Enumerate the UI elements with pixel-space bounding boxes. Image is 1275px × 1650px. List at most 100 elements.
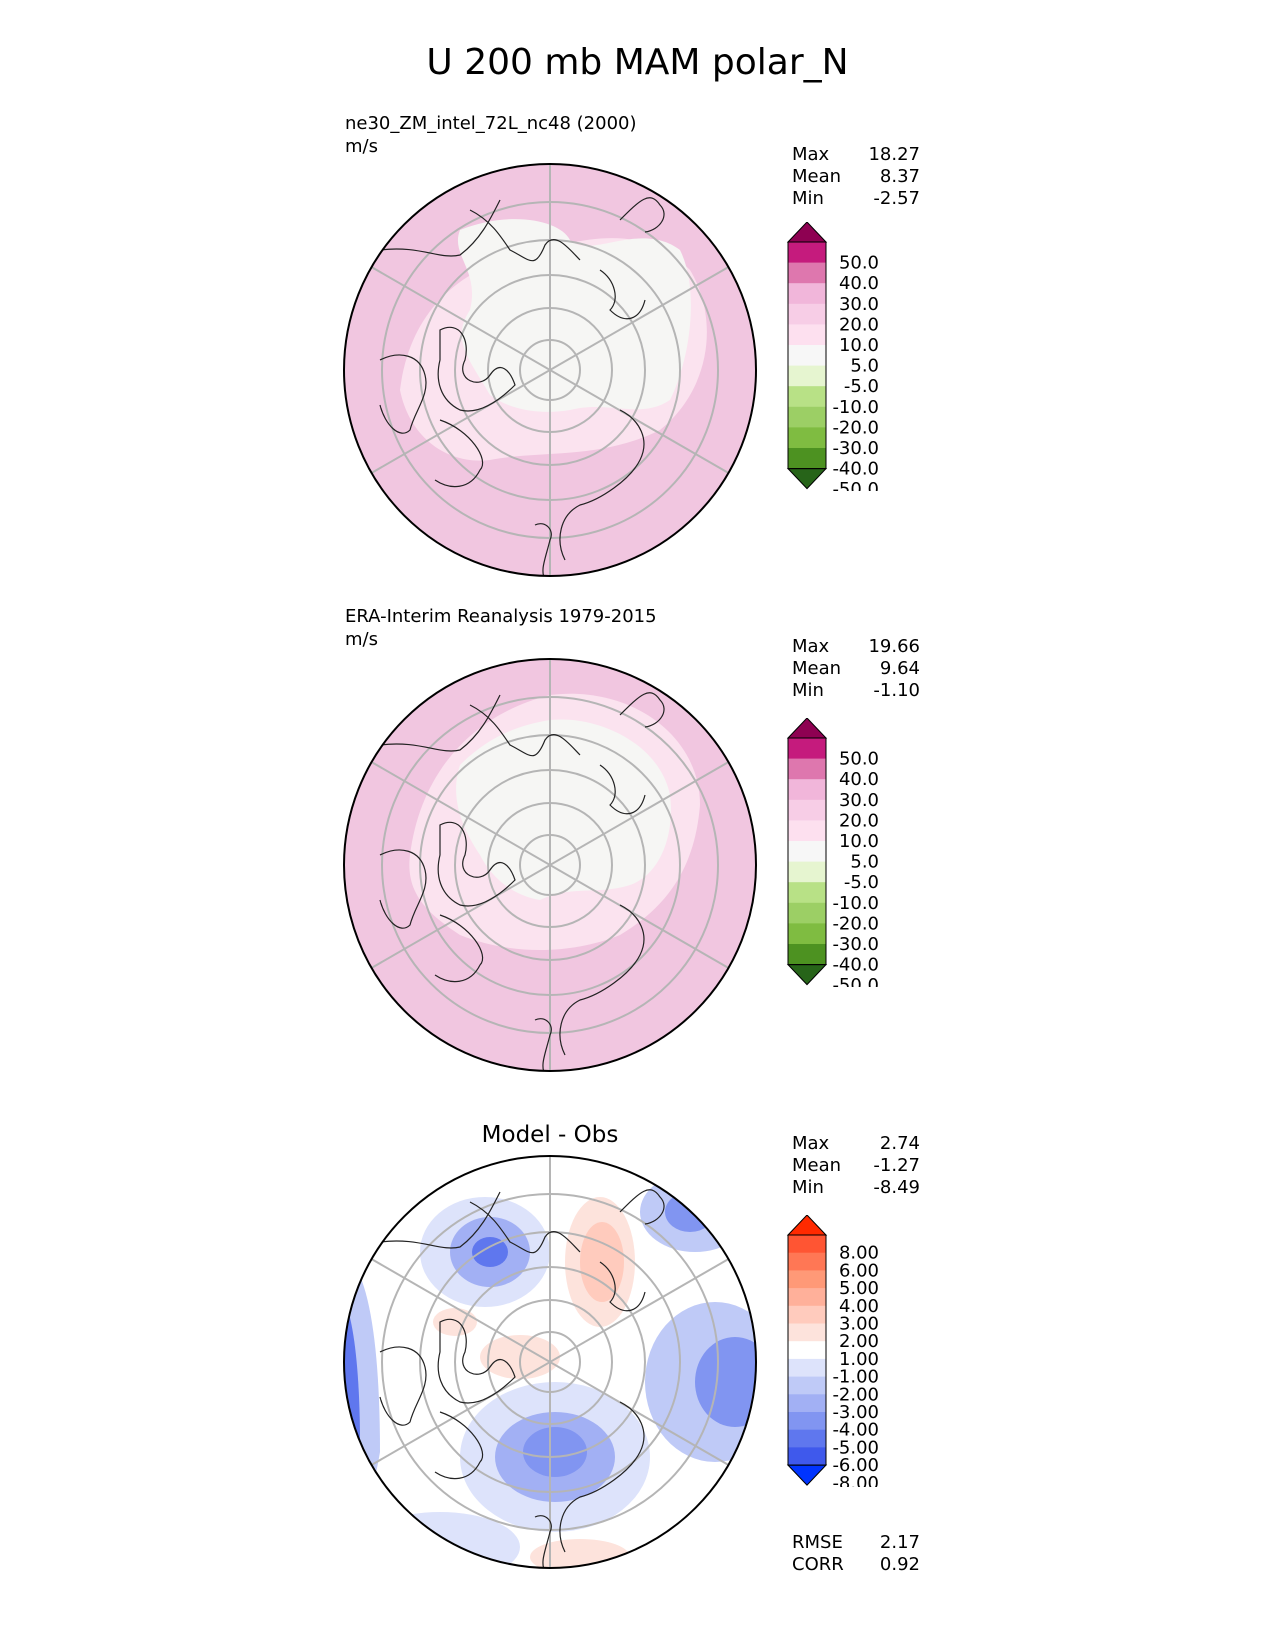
stat-value: 2.74 <box>879 1133 920 1154</box>
panel-1-colorbar: 50.040.030.020.010.05.0-5.0-10.0-20.0-30… <box>786 222 879 491</box>
colorbar-segment <box>788 1234 827 1254</box>
stat-value: -1.10 <box>873 680 920 701</box>
coastlines <box>379 1189 665 1568</box>
colorbar-tick-label: 40.0 <box>839 273 879 294</box>
colorbar-segment <box>788 1323 827 1342</box>
colorbar-outline <box>787 241 827 470</box>
panel-2-colorbar: 50.040.030.020.010.05.0-5.0-10.0-20.0-30… <box>786 718 879 987</box>
colorbar-segment <box>788 241 827 264</box>
colorbar-tick-label: 30.0 <box>839 790 879 811</box>
colorbar-extend-bottom <box>786 1464 828 1486</box>
stat-label: RMSE <box>792 1532 843 1553</box>
colorbar-segment <box>788 840 827 863</box>
colorbar-tick-label: 3.00 <box>839 1313 879 1334</box>
stat-value: -2.57 <box>873 188 920 209</box>
stat-label: Max <box>792 636 830 657</box>
colorbar-tick-label: 8.00 <box>839 1243 879 1264</box>
stat-value: 9.64 <box>879 658 920 679</box>
panel-3-error-stats: RMSE 2.17 CORR 0.92 <box>792 1532 920 1576</box>
colorbar-segment <box>788 1429 827 1448</box>
colorbar-segment <box>788 1270 827 1289</box>
map-fill-pos1 <box>433 1308 477 1336</box>
panel-1-units: m/s <box>345 136 378 157</box>
map-fill-5 <box>457 219 691 412</box>
colorbar-segment <box>788 799 827 821</box>
colorbar-tick-label: -5.00 <box>832 1437 879 1458</box>
stat-value: 18.27 <box>868 144 920 165</box>
colorbar-segment <box>788 365 827 387</box>
panel-1-stats: Max 18.27 Mean 8.37 Min -2.57 <box>792 144 920 210</box>
colorbar-tick-label: 6.00 <box>839 1260 879 1281</box>
colorbar-tick-label: 5.0 <box>850 356 879 377</box>
panel-1-model-name: ne30_ZM_intel_72L_nc48 (2000) <box>345 113 637 134</box>
panel-3-stats: Max 2.74 Mean -1.27 Min -8.49 <box>792 1133 920 1199</box>
map-fill-neg5 <box>523 1427 587 1477</box>
colorbar-segment <box>788 1358 827 1378</box>
panel-2-units: m/s <box>345 629 378 650</box>
colorbar-tick-label: 50.0 <box>839 253 879 274</box>
colorbar-segment <box>788 1252 827 1271</box>
colorbar-tick-label: -2.00 <box>832 1384 879 1405</box>
colorbar-tick-label: -3.00 <box>832 1402 879 1423</box>
colorbar-tick-label: -20.0 <box>832 913 879 934</box>
colorbar-segment <box>788 1288 827 1307</box>
colorbar-tick-label: -10.0 <box>832 893 879 914</box>
colorbar-tick-label: 10.0 <box>839 831 879 852</box>
colorbar-tick-label: -5.0 <box>844 872 879 893</box>
panel-2-title: ERA-Interim Reanalysis 1979-2015 m/s <box>345 605 657 651</box>
colorbar-tick-label: -40.0 <box>832 955 879 976</box>
colorbar-tick-label: -30.0 <box>832 438 879 459</box>
colorbar-segment <box>788 943 827 966</box>
colorbar-outline <box>787 1234 827 1466</box>
colorbar-tick-label: 40.0 <box>839 769 879 790</box>
panel-3-title: Model - Obs <box>481 1122 619 1148</box>
colorbar-tick-label: 2.00 <box>839 1331 879 1352</box>
colorbar-segment <box>788 1394 827 1413</box>
colorbar-segment <box>788 820 827 842</box>
panel-2-stats: Max 19.66 Mean 9.64 Min -1.10 <box>792 636 920 702</box>
colorbar-tick-label: -50.0 <box>832 479 879 490</box>
stat-value: 8.37 <box>879 166 920 187</box>
colorbar-segment <box>788 882 827 904</box>
colorbar-segment <box>788 923 827 945</box>
colorbar-outline <box>787 737 827 966</box>
colorbar-tick-label: 30.0 <box>839 294 879 315</box>
colorbar-tick-label: -20.0 <box>832 417 879 438</box>
colorbar-tick-label: -6.00 <box>832 1455 879 1476</box>
stat-value: 0.92 <box>879 1554 920 1575</box>
coastlines <box>379 197 665 576</box>
stat-label: Max <box>792 144 830 165</box>
colorbar-tick-label: 5.0 <box>850 852 879 873</box>
colorbar-tick-label: 1.00 <box>839 1349 879 1370</box>
map-fill-pos2 <box>580 1222 624 1302</box>
colorbar-segment <box>788 779 827 801</box>
colorbar-segment <box>788 1341 827 1360</box>
colorbar-segment <box>788 324 827 346</box>
colorbar-tick-label: -8.00 <box>832 1473 879 1487</box>
colorbar-segment <box>788 262 827 284</box>
figure-title: U 200 mb MAM polar_N <box>426 42 849 83</box>
stat-value: 2.17 <box>879 1532 920 1553</box>
colorbar-segment <box>788 1376 827 1395</box>
colorbar-tick-label: -4.00 <box>832 1420 879 1441</box>
map-fill-neg3 <box>640 1172 750 1252</box>
colorbar-extend-bottom <box>786 468 828 490</box>
colorbar-segment <box>788 1447 827 1466</box>
colorbar-extend-bottom <box>786 964 828 986</box>
colorbar-segment <box>788 1411 827 1431</box>
colorbar-segment <box>788 861 827 883</box>
map-fill-5 <box>456 719 671 900</box>
map-boundary <box>343 658 757 1072</box>
colorbar-segment <box>788 427 827 449</box>
panel-3-colorbar: 8.006.005.004.003.002.001.00-1.00-2.00-3… <box>786 1215 879 1487</box>
panel-1-title: ne30_ZM_intel_72L_nc48 (2000) m/s <box>345 112 637 158</box>
colorbar-extend-top <box>786 718 828 739</box>
map-boundary <box>343 1155 757 1569</box>
colorbar-tick-label: -40.0 <box>832 459 879 480</box>
map-boundary <box>343 163 757 577</box>
colorbar-segment <box>788 344 827 367</box>
colorbar-extend-top <box>786 1215 828 1236</box>
colorbar-tick-label: -1.00 <box>832 1367 879 1388</box>
colorbar-tick-label: 50.0 <box>839 749 879 770</box>
colorbar-segment <box>788 737 827 760</box>
